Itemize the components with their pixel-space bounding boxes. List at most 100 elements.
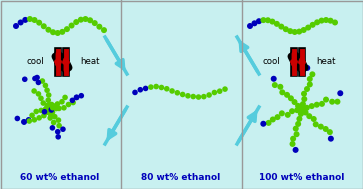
Circle shape — [301, 27, 307, 33]
Circle shape — [29, 112, 35, 118]
Circle shape — [319, 101, 325, 107]
Circle shape — [43, 106, 49, 112]
Circle shape — [50, 109, 55, 115]
Circle shape — [46, 102, 52, 108]
Circle shape — [26, 117, 31, 123]
Circle shape — [44, 88, 50, 93]
Circle shape — [247, 23, 253, 29]
Circle shape — [309, 103, 315, 109]
Circle shape — [260, 121, 266, 127]
Circle shape — [279, 110, 285, 116]
Circle shape — [42, 107, 48, 112]
Circle shape — [38, 95, 44, 101]
Circle shape — [314, 102, 320, 108]
Circle shape — [159, 85, 164, 90]
Circle shape — [298, 111, 304, 117]
Circle shape — [265, 17, 271, 23]
Circle shape — [36, 91, 41, 97]
Circle shape — [69, 22, 74, 29]
Circle shape — [41, 23, 47, 29]
Circle shape — [61, 105, 67, 111]
Text: cool: cool — [262, 57, 280, 67]
Circle shape — [323, 17, 329, 23]
Circle shape — [101, 27, 107, 33]
Circle shape — [279, 89, 285, 95]
Circle shape — [52, 114, 58, 119]
Circle shape — [271, 76, 277, 82]
Circle shape — [44, 103, 50, 109]
Circle shape — [64, 26, 70, 32]
Circle shape — [132, 90, 138, 95]
Circle shape — [56, 106, 62, 111]
Circle shape — [51, 120, 57, 125]
Circle shape — [328, 136, 334, 142]
Circle shape — [45, 27, 52, 33]
Circle shape — [96, 24, 102, 30]
Circle shape — [290, 136, 296, 142]
Circle shape — [180, 92, 185, 97]
Circle shape — [18, 19, 24, 26]
Circle shape — [293, 147, 299, 153]
Circle shape — [191, 94, 196, 99]
Circle shape — [40, 100, 46, 106]
Circle shape — [298, 106, 304, 112]
Circle shape — [15, 116, 20, 121]
Circle shape — [304, 105, 310, 111]
Circle shape — [50, 29, 56, 35]
Circle shape — [47, 106, 53, 112]
Circle shape — [304, 65, 310, 71]
Circle shape — [318, 124, 324, 130]
Circle shape — [74, 94, 79, 100]
Circle shape — [42, 83, 48, 88]
Circle shape — [74, 95, 79, 100]
Circle shape — [297, 116, 302, 122]
Circle shape — [32, 117, 37, 123]
Circle shape — [47, 102, 52, 108]
Circle shape — [50, 125, 55, 131]
Circle shape — [154, 84, 159, 89]
Circle shape — [54, 106, 59, 111]
Circle shape — [334, 99, 340, 105]
Circle shape — [31, 88, 37, 94]
Circle shape — [78, 93, 84, 98]
Circle shape — [307, 76, 313, 82]
Circle shape — [309, 71, 315, 77]
Circle shape — [66, 102, 71, 107]
Circle shape — [299, 106, 305, 112]
Circle shape — [252, 20, 257, 26]
Circle shape — [143, 86, 148, 91]
Circle shape — [56, 134, 61, 140]
Circle shape — [46, 92, 52, 98]
Circle shape — [301, 106, 307, 112]
Circle shape — [60, 126, 66, 132]
Circle shape — [298, 107, 304, 113]
Circle shape — [290, 141, 295, 147]
Circle shape — [185, 93, 191, 99]
Circle shape — [36, 20, 42, 26]
Circle shape — [55, 30, 61, 36]
Circle shape — [59, 99, 65, 105]
Circle shape — [49, 102, 54, 107]
Circle shape — [289, 108, 295, 114]
Circle shape — [300, 101, 306, 107]
Circle shape — [301, 91, 307, 97]
Circle shape — [311, 116, 317, 122]
Circle shape — [284, 92, 290, 98]
Circle shape — [266, 120, 272, 126]
Circle shape — [56, 123, 62, 129]
Circle shape — [55, 101, 60, 107]
Circle shape — [307, 81, 313, 87]
Circle shape — [21, 119, 27, 125]
Circle shape — [292, 29, 298, 35]
Circle shape — [45, 109, 50, 115]
Circle shape — [148, 84, 154, 90]
Circle shape — [270, 116, 276, 122]
Circle shape — [50, 105, 56, 111]
Circle shape — [92, 20, 98, 26]
Circle shape — [327, 18, 334, 24]
Circle shape — [27, 16, 33, 22]
Circle shape — [298, 104, 304, 110]
Circle shape — [21, 119, 27, 125]
Circle shape — [274, 114, 281, 120]
Circle shape — [70, 98, 75, 103]
